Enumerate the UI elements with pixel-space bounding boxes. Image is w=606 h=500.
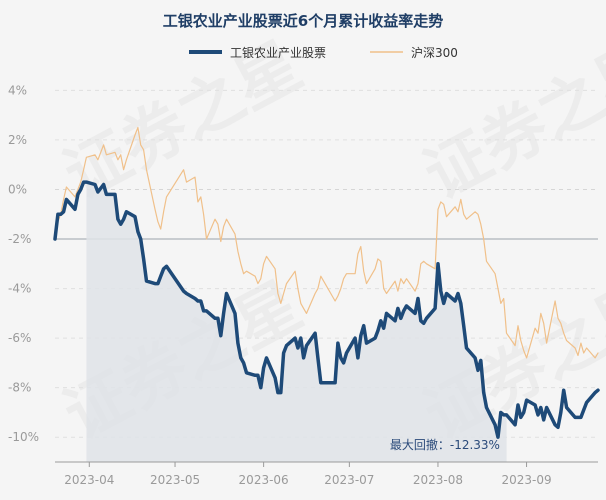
y-tick-label: 4% xyxy=(8,83,27,97)
x-tick-label: 2023-05 xyxy=(150,473,200,487)
y-tick-label: 0% xyxy=(8,182,27,196)
y-tick-label: -4% xyxy=(8,282,31,296)
y-axis: 4% 2% 0% -2% -4% -6% -8% -10% xyxy=(8,83,39,444)
x-tick-label: 2023-09 xyxy=(501,473,551,487)
x-tick-label: 2023-07 xyxy=(324,473,374,487)
x-axis: 2023-04 2023-05 2023-06 2023-07 2023-08 2023-… xyxy=(55,461,598,487)
y-tick-label: -6% xyxy=(8,331,31,345)
series-line-fund xyxy=(53,180,600,439)
max-drawdown-label: 最大回撤：-12.33% xyxy=(390,437,500,452)
y-tick-label: 2% xyxy=(8,133,27,147)
chart-title: 工银农业产业股票近6个月累计收益率走势 xyxy=(163,12,443,30)
plot-area xyxy=(53,89,600,462)
drawdown-area xyxy=(86,182,507,462)
y-tick-label: -10% xyxy=(8,430,39,444)
x-tick-label: 2023-04 xyxy=(64,473,114,487)
series-line-index xyxy=(54,126,599,359)
legend: 工银农业产业股票 沪深300 xyxy=(189,46,458,60)
legend-label-fund: 工银农业产业股票 xyxy=(230,46,326,60)
y-tick-label: -2% xyxy=(8,232,31,246)
x-tick-label: 2023-08 xyxy=(413,473,463,487)
legend-label-index: 沪深300 xyxy=(411,46,458,60)
x-tick-label: 2023-06 xyxy=(239,473,289,487)
y-tick-label: -8% xyxy=(8,381,31,395)
